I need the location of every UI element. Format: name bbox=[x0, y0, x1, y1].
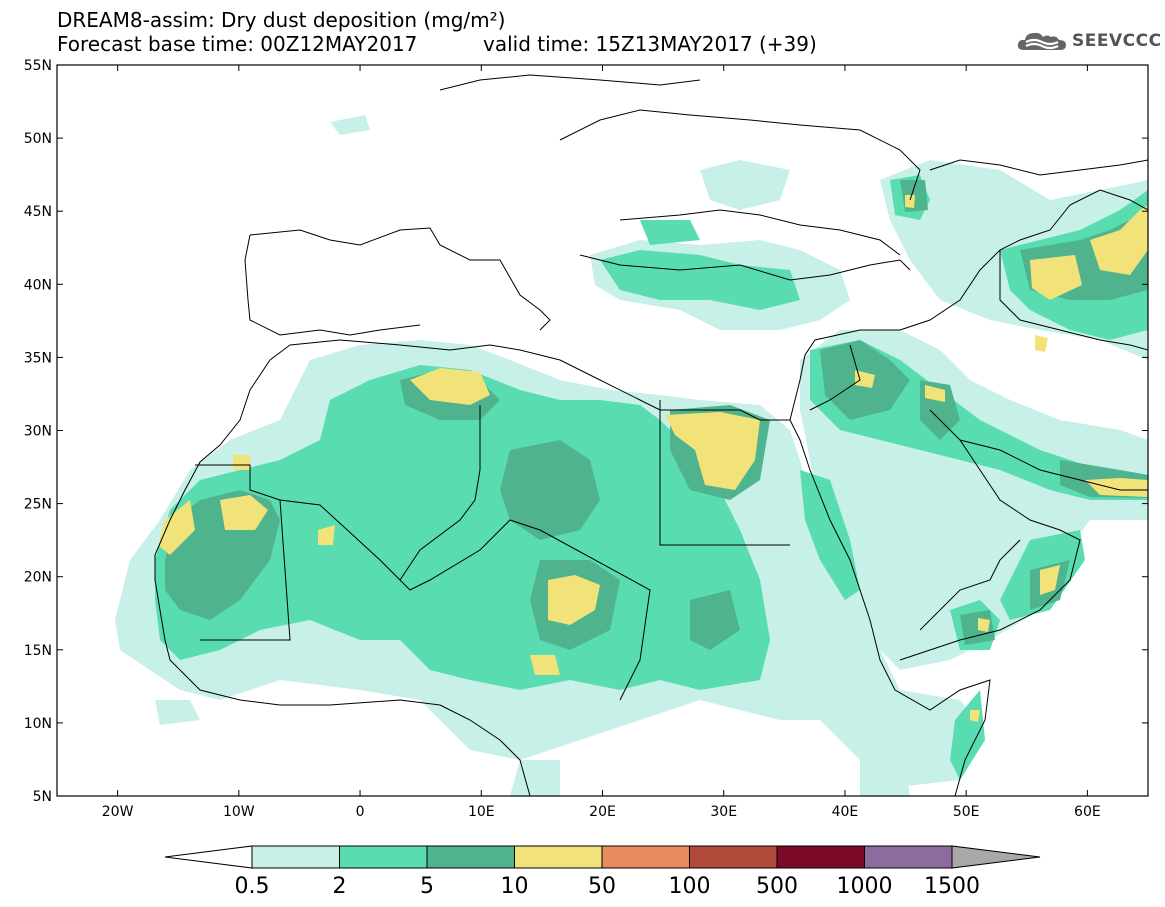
lon-tick-label: 60E bbox=[1074, 804, 1101, 820]
lon-tick-label: 20E bbox=[589, 804, 616, 820]
colorbar-swatch bbox=[776, 845, 865, 869]
colorbar-swatch bbox=[339, 845, 428, 869]
valid-time-label: valid time: 15Z13MAY2017 (+39) bbox=[483, 32, 817, 56]
colorbar-swatch bbox=[601, 845, 690, 869]
lon-tick-label: 10E bbox=[468, 804, 495, 820]
lat-tick-label: 45N bbox=[24, 204, 52, 220]
colorbar-swatch bbox=[251, 845, 340, 869]
base-time-label: Forecast base time: 00Z12MAY2017 bbox=[57, 32, 418, 56]
colorbar-label: 2 bbox=[333, 874, 347, 899]
lat-tick-label: 30N bbox=[24, 424, 52, 440]
colorbar-swatch bbox=[864, 845, 953, 869]
lat-tick-label: 20N bbox=[24, 570, 52, 586]
lat-tick-label: 40N bbox=[24, 277, 52, 293]
colorbar: 0.5 2 5 10 50 100 500 1000 1500 bbox=[164, 845, 1041, 899]
lat-tick-label: 25N bbox=[24, 497, 52, 513]
lat-tick-label: 15N bbox=[24, 643, 52, 659]
lon-tick-label: 10W bbox=[223, 804, 255, 820]
colorbar-swatch bbox=[426, 845, 515, 869]
colorbar-label: 500 bbox=[756, 874, 798, 899]
longitude-axis: 20W 10W 0 10E 20E 30E 40E 50E 60E bbox=[102, 65, 1101, 820]
lat-tick-label: 10N bbox=[24, 716, 52, 732]
colorbar-label: 10 bbox=[501, 874, 529, 899]
seevccc-logo: SEEVCCC bbox=[1016, 27, 1162, 55]
lon-tick-label: 20W bbox=[102, 804, 134, 820]
colorbar-label: 5 bbox=[420, 874, 434, 899]
lat-tick-label: 5N bbox=[33, 789, 52, 805]
colorbar-label: 1000 bbox=[837, 874, 893, 899]
chart-title: DREAM8-assim: Dry dust deposition (mg/m²… bbox=[57, 8, 506, 32]
colorbar-extend-high bbox=[951, 845, 1041, 869]
coastlines bbox=[154, 74, 1148, 796]
colorbar-extend-low bbox=[164, 845, 253, 869]
latitude-axis: 55N 50N 45N 40N 35N 30N 25N 20N 15N 10N 5N bbox=[24, 58, 1148, 805]
lat-tick-label: 55N bbox=[24, 58, 52, 74]
dust-level-10 bbox=[158, 195, 1148, 722]
colorbar-label: 1500 bbox=[924, 874, 980, 899]
cloud-logo-icon bbox=[1017, 32, 1066, 50]
dust-field bbox=[115, 115, 1148, 796]
colorbar-swatch bbox=[689, 845, 778, 869]
colorbar-label: 100 bbox=[669, 874, 711, 899]
lon-tick-label: 30E bbox=[710, 804, 737, 820]
lat-tick-label: 35N bbox=[24, 350, 52, 366]
lat-tick-label: 50N bbox=[24, 131, 52, 147]
lon-tick-label: 50E bbox=[953, 804, 980, 820]
logo-text: SEEVCCC bbox=[1072, 31, 1162, 51]
lon-tick-label: 40E bbox=[832, 804, 859, 820]
colorbar-swatch bbox=[514, 845, 603, 869]
colorbar-label: 50 bbox=[588, 874, 616, 899]
colorbar-label: 0.5 bbox=[235, 874, 270, 899]
lon-tick-label: 0 bbox=[356, 804, 365, 820]
